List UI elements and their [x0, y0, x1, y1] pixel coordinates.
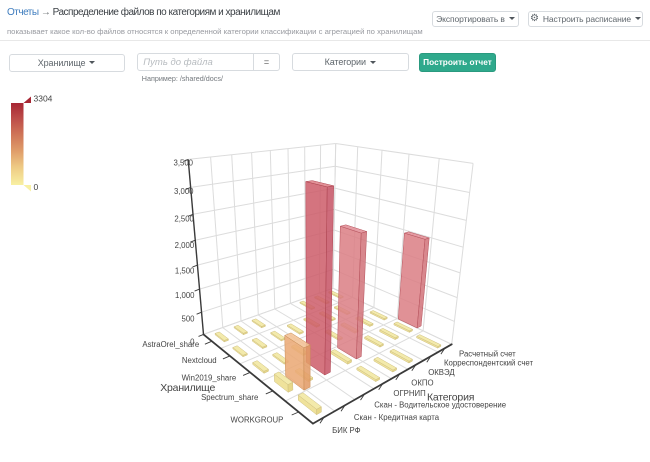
- svg-text:WORKGROUP: WORKGROUP: [231, 415, 284, 424]
- svg-text:Категория: Категория: [427, 392, 474, 404]
- svg-text:1,500: 1,500: [175, 266, 195, 275]
- svg-text:Скан - Водительское удостовере: Скан - Водительское удостоверение: [374, 401, 506, 410]
- svg-text:Расчетный счет: Расчетный счет: [459, 349, 516, 358]
- svg-text:0: 0: [190, 337, 195, 346]
- svg-text:3304: 3304: [34, 94, 53, 104]
- svg-text:ОКПО: ОКПО: [411, 378, 433, 387]
- svg-text:0: 0: [34, 182, 39, 192]
- svg-text:2,500: 2,500: [174, 215, 194, 224]
- svg-text:500: 500: [181, 315, 195, 324]
- svg-text:Nextcloud: Nextcloud: [182, 356, 217, 365]
- svg-text:ОГРНИП: ОГРНИП: [393, 389, 425, 398]
- svg-text:Win2019_share: Win2019_share: [182, 374, 237, 383]
- svg-text:2,000: 2,000: [175, 241, 195, 250]
- svg-text:AstraOrel_share: AstraOrel_share: [142, 340, 199, 349]
- svg-text:Корреспондентский счет: Корреспондентский счет: [444, 358, 533, 367]
- svg-text:БИК РФ: БИК РФ: [332, 426, 361, 435]
- svg-text:3,500: 3,500: [173, 158, 193, 167]
- svg-text:Хранилище: Хранилище: [160, 382, 215, 394]
- svg-text:ОКВЭД: ОКВЭД: [428, 368, 455, 377]
- svg-text:1,000: 1,000: [175, 291, 195, 300]
- svg-text:3,000: 3,000: [174, 187, 194, 196]
- svg-text:Скан - Кредитная карта: Скан - Кредитная карта: [354, 413, 440, 422]
- svg-text:Spectrum_share: Spectrum_share: [201, 393, 258, 402]
